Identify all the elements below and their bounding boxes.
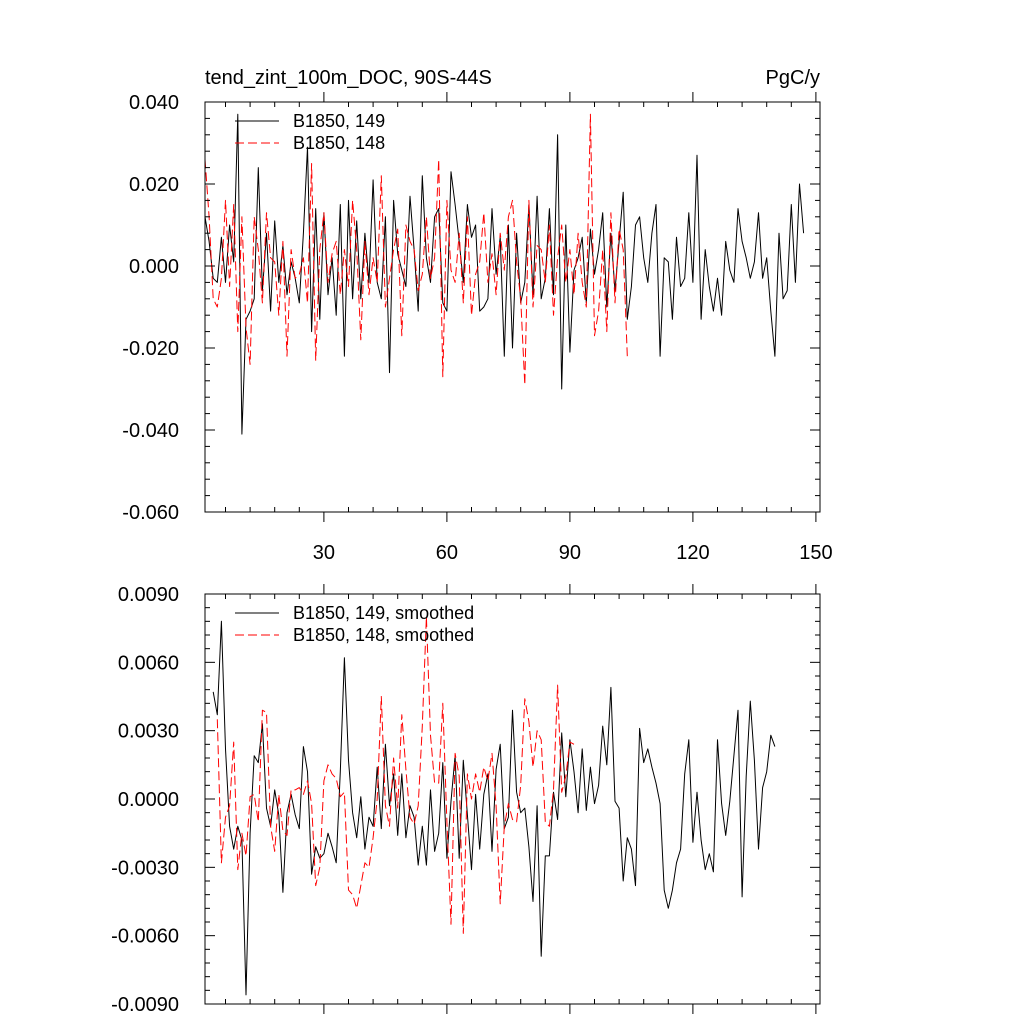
y-tick-label: 0.020 [129, 174, 179, 196]
x-tick-label: 120 [676, 542, 709, 564]
top-panel-title: tend_zint_100m_DOC, 90S-44S [205, 67, 492, 89]
top-plot-data [204, 113, 805, 435]
y-tick-label: -0.020 [122, 338, 179, 360]
y-tick-label: 0.0060 [118, 652, 179, 674]
bottom-panel: 0.0090 0.0060 0.0030 0.0000 -0.0030 -0.0060 -0… [111, 584, 821, 1016]
y-tick-label: 0.040 [129, 92, 179, 114]
legend-label-b1850-148-smoothed: B1850, 148, smoothed [293, 625, 474, 645]
y-tick-label: 0.000 [129, 256, 179, 278]
y-tick-label: -0.040 [122, 420, 179, 442]
y-tick-label: -0.0090 [111, 994, 179, 1016]
bottom-plot-frame [204, 593, 821, 1005]
top-plot-frame [204, 101, 821, 513]
legend-label-b1850-148: B1850, 148 [293, 133, 385, 153]
legend-label-b1850-149: B1850, 149 [293, 111, 385, 131]
y-tick-label: 0.0090 [118, 584, 179, 606]
x-tick-label: 150 [799, 542, 832, 564]
bottom-plot-data [212, 616, 776, 996]
x-tick-label: 60 [436, 542, 458, 564]
series-line-b1850-149 [204, 113, 805, 435]
top-legend: B1850, 149 B1850, 148 [235, 111, 385, 153]
legend-label-b1850-149-smoothed: B1850, 149, smoothed [293, 603, 474, 623]
bottom-legend: B1850, 149, smoothed B1850, 148, smoothe… [235, 603, 474, 645]
series-line-b1850-149-smoothed [212, 620, 776, 996]
series-line-b1850-148-smoothed [216, 616, 575, 934]
y-tick-label: -0.0030 [111, 857, 179, 879]
top-panel-units: PgC/y [766, 67, 820, 89]
top-panel: tend_zint_100m_DOC, 90S-44S PgC/y 0.0400… [122, 67, 832, 564]
top-axes: 0.040 0.020 0.000 -0.020 -0.040 -0.060 30 60 90 1… [122, 92, 833, 564]
x-tick-label: 30 [313, 542, 335, 564]
series-line-b1850-148 [204, 113, 628, 386]
x-tick-label: 90 [559, 542, 581, 564]
y-tick-label: 0.0030 [118, 721, 179, 743]
y-tick-label: 0.0000 [118, 789, 179, 811]
bottom-axes: 0.0090 0.0060 0.0030 0.0000 -0.0030 -0.0060 -0… [111, 584, 820, 1016]
y-tick-label: -0.0060 [111, 926, 179, 948]
y-tick-label: -0.060 [122, 502, 179, 524]
